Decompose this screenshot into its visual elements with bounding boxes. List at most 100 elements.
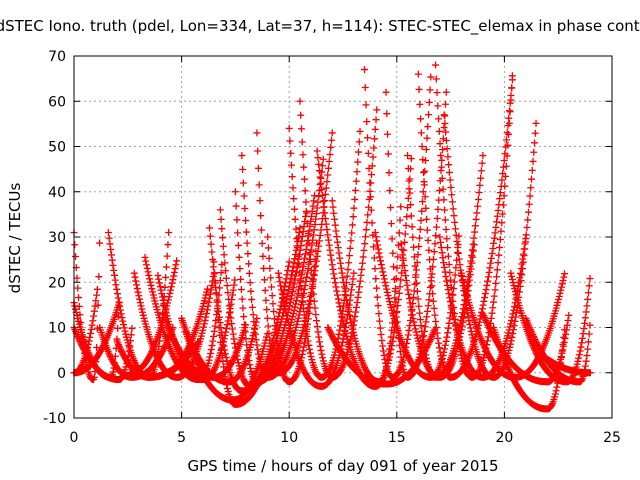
data-point	[313, 239, 321, 247]
data-point	[288, 357, 296, 365]
data-point	[435, 115, 443, 123]
data-point	[468, 331, 476, 339]
data-point	[505, 119, 513, 127]
data-point	[209, 337, 217, 345]
data-point	[73, 274, 81, 282]
data-point	[234, 229, 242, 237]
data-point	[424, 123, 432, 131]
data-point	[289, 184, 297, 192]
data-point	[260, 276, 268, 284]
data-point	[369, 153, 377, 161]
data-point	[494, 207, 502, 215]
data-point	[423, 226, 431, 234]
data-point	[306, 345, 314, 353]
data-point	[295, 261, 303, 269]
data-point	[293, 235, 301, 243]
data-point	[479, 152, 487, 160]
data-point	[345, 308, 353, 316]
data-point	[385, 345, 393, 353]
data-point	[348, 322, 356, 330]
data-point	[85, 337, 93, 345]
data-point	[442, 136, 450, 144]
data-point	[506, 108, 514, 116]
data-point	[470, 234, 478, 242]
data-point	[344, 304, 352, 312]
data-point	[465, 273, 473, 281]
data-point	[219, 338, 227, 346]
data-point	[152, 351, 160, 359]
data-point	[290, 259, 298, 267]
data-point	[233, 352, 241, 360]
data-point	[393, 308, 401, 316]
data-point	[583, 352, 591, 360]
data-point	[409, 314, 417, 322]
data-point	[324, 171, 332, 179]
data-point	[438, 249, 446, 257]
data-point	[210, 332, 218, 340]
data-point	[423, 215, 431, 223]
data-point	[520, 245, 528, 253]
data-point	[419, 338, 427, 346]
data-point	[428, 282, 436, 290]
data-point	[496, 195, 504, 203]
data-point	[422, 354, 430, 362]
data-point	[492, 223, 500, 231]
data-point	[153, 353, 161, 361]
data-point	[300, 258, 308, 266]
data-point	[221, 350, 229, 358]
data-point	[242, 335, 250, 343]
data-point	[291, 215, 299, 223]
data-point	[559, 340, 567, 348]
data-point	[74, 284, 82, 292]
data-point	[478, 159, 486, 167]
data-point	[481, 345, 489, 353]
data-point	[578, 334, 586, 342]
data-point	[170, 272, 178, 280]
data-point	[87, 330, 95, 338]
data-point	[240, 192, 248, 200]
data-point	[285, 258, 293, 266]
data-point	[424, 341, 432, 349]
data-point	[307, 266, 315, 274]
data-point	[434, 102, 442, 110]
data-point	[495, 251, 503, 259]
data-point	[208, 248, 216, 256]
data-point	[420, 168, 428, 176]
data-point	[415, 243, 423, 251]
data-point	[288, 271, 296, 279]
data-point	[433, 223, 441, 231]
data-point	[321, 209, 329, 217]
data-point	[578, 339, 586, 347]
data-point	[351, 313, 359, 321]
data-point	[269, 356, 277, 364]
data-point	[319, 197, 327, 205]
data-point	[349, 328, 357, 336]
data-point	[419, 188, 427, 196]
data-point	[206, 353, 214, 361]
data-point	[310, 297, 318, 305]
data-point	[396, 341, 404, 349]
data-point	[414, 295, 422, 303]
data-point	[279, 294, 287, 302]
data-point	[250, 328, 258, 336]
data-point	[349, 275, 357, 283]
data-point	[158, 293, 166, 301]
data-point	[447, 276, 455, 284]
data-point	[208, 282, 216, 290]
data-point	[203, 288, 211, 296]
data-point	[212, 283, 220, 291]
data-point	[325, 157, 333, 165]
data-point	[275, 274, 283, 282]
data-point	[493, 266, 501, 274]
data-point	[321, 197, 329, 205]
data-point	[360, 246, 368, 254]
data-point	[295, 251, 303, 259]
data-point	[303, 219, 311, 227]
data-point	[204, 359, 212, 367]
data-point	[264, 244, 272, 252]
data-point	[443, 277, 451, 285]
data-point	[161, 283, 169, 291]
data-point	[231, 188, 239, 196]
data-point	[72, 252, 80, 260]
y-tick-label: 50	[48, 140, 66, 156]
